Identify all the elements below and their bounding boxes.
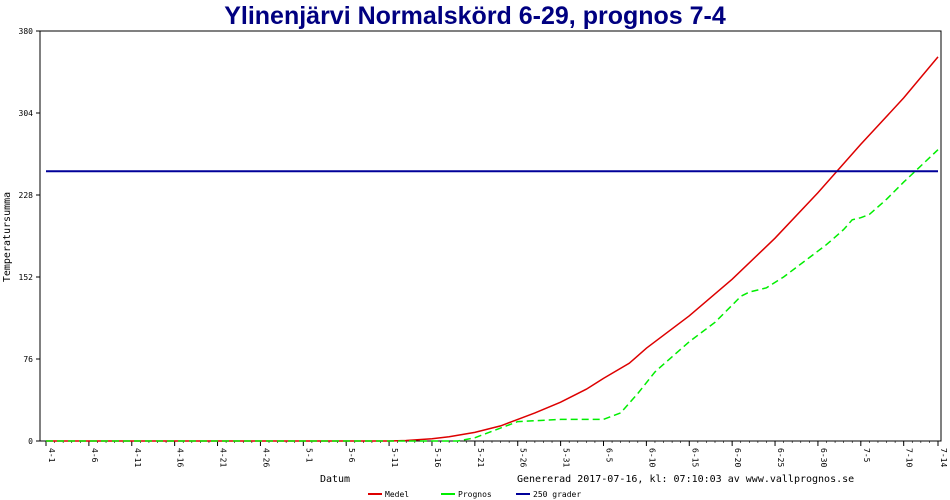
x-tick-label: 4-6 (90, 448, 99, 463)
x-tick-label: 6-5 (605, 448, 614, 463)
x-tick-label: 4-26 (261, 448, 270, 467)
chart-title: Ylinenjärvi Normalskörd 6-29, prognos 7-… (224, 2, 726, 30)
x-tick-label: 5-6 (347, 448, 356, 463)
x-tick-label: 6-20 (733, 448, 742, 467)
series-line-medel (46, 56, 939, 442)
x-tick-label: 5-31 (562, 448, 571, 467)
y-axis: 0 76 152 228 304 380 (19, 27, 40, 446)
x-tick-label: 4-16 (176, 448, 185, 467)
y-axis-label: Temperatursumma (2, 192, 13, 282)
x-tick-label: 6-30 (819, 448, 828, 467)
x-tick-label: 6-15 (690, 448, 699, 467)
x-tick-label: 7-5 (862, 448, 871, 463)
x-axis: 4-1 4-6 4-11 4-16 4-21 4-26 5-1 5-6 5-11 5-16 5-21… (45, 441, 948, 467)
y-tick-label: 304 (19, 109, 34, 118)
x-tick-label: 6-10 (647, 448, 656, 467)
x-tick-label: 4-21 (219, 448, 228, 467)
x-tick-label: 6-25 (776, 448, 785, 467)
generated-footer: Genererad 2017-07-16, kl: 07:10:03 av ww… (517, 474, 854, 485)
x-tick-label: 5-16 (433, 448, 442, 467)
x-tick-label: 4-11 (133, 448, 142, 467)
legend-item: 250 grader (516, 490, 581, 499)
legend-label: 250 grader (533, 490, 581, 499)
legend-label: Prognos (458, 490, 492, 499)
legend-item: Medel (368, 490, 409, 499)
x-tick-label: 7-10 (905, 448, 914, 467)
legend-item: Prognos (441, 490, 492, 499)
y-tick-label: 228 (19, 191, 34, 200)
series-layer (46, 56, 939, 442)
x-tick-label: 5-1 (304, 448, 313, 463)
x-tick-label: 4-1 (47, 448, 56, 463)
x-tick-label: 5-21 (476, 448, 485, 467)
y-tick-label: 76 (23, 355, 33, 364)
x-tick-label: 7-14 (939, 448, 948, 467)
y-tick-label: 380 (19, 27, 34, 36)
series-line-prognos (46, 149, 939, 442)
x-axis-label: Datum (320, 474, 350, 485)
x-tick-label: 5-26 (519, 448, 528, 467)
plot-area (39, 30, 942, 442)
y-tick-label: 0 (28, 437, 33, 446)
x-tick-label: 5-11 (390, 448, 399, 467)
legend-label: Medel (385, 490, 409, 499)
y-tick-label: 152 (19, 273, 34, 282)
legend: Medel Prognos 250 grader (368, 490, 581, 499)
